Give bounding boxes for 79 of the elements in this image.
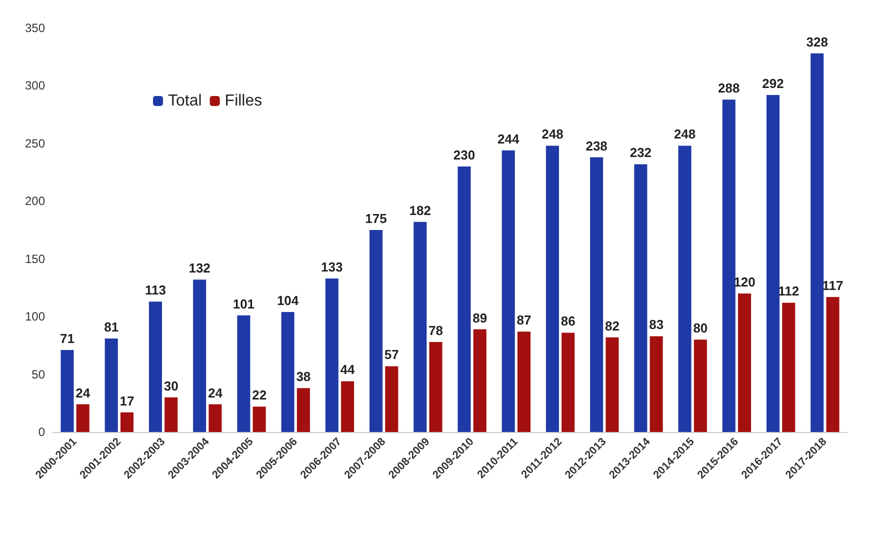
legend-label: Filles [224, 92, 262, 110]
bar [281, 312, 294, 432]
bar [590, 157, 604, 432]
bar [60, 350, 74, 432]
bar [208, 404, 222, 432]
bar [385, 366, 398, 432]
data-label: 57 [384, 347, 399, 362]
data-label: 182 [409, 202, 431, 218]
data-label: 30 [164, 378, 178, 394]
bar [193, 280, 206, 432]
bar [562, 332, 575, 432]
bar [826, 296, 840, 432]
bar [76, 404, 90, 432]
data-label: 81 [104, 320, 119, 335]
bar [722, 100, 736, 432]
data-label: 101 [232, 296, 255, 312]
data-label: 17 [120, 393, 134, 408]
data-label: 328 [806, 34, 828, 50]
bar [120, 412, 134, 432]
bar [650, 336, 663, 432]
bar [678, 146, 692, 432]
y-tick-label: 0 [38, 425, 46, 439]
bar [429, 342, 442, 432]
data-label: 238 [586, 138, 608, 154]
bar [473, 329, 486, 432]
data-label: 113 [144, 282, 166, 298]
bar [782, 302, 796, 432]
data-label: 288 [718, 80, 740, 96]
data-label: 104 [276, 292, 300, 308]
data-label: 44 [340, 362, 356, 378]
bar [325, 278, 338, 432]
bar [606, 337, 619, 432]
bar [634, 164, 648, 432]
data-label: 132 [188, 260, 210, 276]
y-tick-label: 100 [24, 310, 46, 324]
data-label: 24 [208, 385, 224, 400]
bar [148, 302, 162, 432]
data-label: 82 [604, 318, 620, 334]
data-label: 133 [321, 259, 343, 274]
data-label: 230 [453, 148, 476, 163]
data-label: 86 [560, 314, 576, 329]
data-label: 78 [428, 322, 443, 338]
data-label: 71 [60, 331, 74, 346]
bar [164, 397, 178, 432]
data-label: 248 [674, 126, 696, 142]
data-label: 89 [472, 310, 488, 326]
data-label: 175 [365, 211, 387, 226]
bar [502, 150, 515, 432]
data-label: 248 [542, 126, 564, 142]
data-label: 80 [693, 320, 708, 336]
data-label: 22 [252, 388, 267, 403]
bar [252, 406, 266, 432]
bar [766, 94, 780, 432]
y-tick-label: 350 [24, 21, 46, 35]
bar [369, 230, 383, 432]
data-label: 87 [516, 312, 532, 328]
bar [341, 381, 354, 432]
data-label: 24 [76, 385, 91, 400]
data-label: 232 [630, 145, 652, 160]
y-tick-label: 150 [24, 252, 46, 266]
bar [738, 293, 752, 432]
y-tick-label: 50 [32, 367, 46, 382]
bar [104, 338, 118, 432]
y-tick-label: 300 [24, 78, 46, 93]
data-label: 38 [296, 369, 311, 384]
bar [414, 222, 427, 432]
data-label: 244 [497, 131, 520, 146]
data-label: 83 [649, 317, 664, 332]
y-tick-label: 250 [24, 136, 46, 150]
bar [694, 340, 707, 432]
bar [517, 332, 531, 432]
bar [458, 166, 471, 432]
bar [546, 146, 559, 432]
legend-label: Total [168, 92, 202, 110]
bar [296, 388, 310, 432]
bar [810, 53, 824, 432]
y-tick-label: 200 [24, 194, 46, 208]
data-label: 292 [762, 76, 784, 91]
bar [237, 315, 250, 432]
